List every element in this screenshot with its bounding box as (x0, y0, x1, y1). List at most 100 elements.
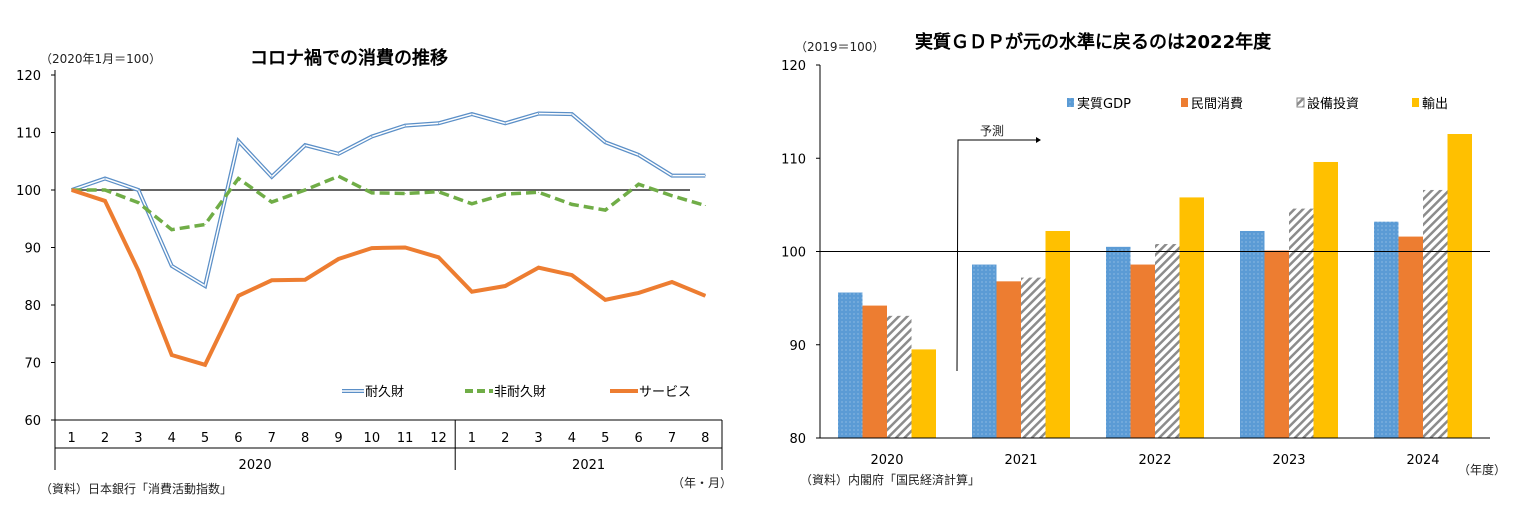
data-point (538, 113, 540, 115)
data-point (304, 144, 306, 146)
data-point (371, 136, 373, 138)
data-point (638, 154, 640, 156)
bar-実質GDP (1106, 246, 1131, 438)
data-point (371, 192, 373, 194)
data-point (471, 203, 473, 205)
data-point (471, 291, 473, 293)
data-point (104, 178, 106, 179)
month-label: 7 (268, 431, 276, 446)
data-point (237, 178, 239, 179)
data-point (337, 153, 339, 155)
y-tick-label: 80 (24, 299, 41, 314)
left-xlabel: （年・月） (672, 476, 733, 490)
y-tick-label: 80 (789, 432, 806, 447)
y-tick-label: 90 (24, 242, 41, 257)
bar-民間消費 (1398, 236, 1423, 438)
data-point (671, 195, 673, 197)
y-tick-label: 120 (781, 59, 806, 74)
y-tick-label: 60 (24, 414, 41, 429)
bar-設備投資 (1289, 208, 1314, 438)
data-point (638, 292, 640, 294)
series-line-inner-0 (71, 112, 706, 288)
category-label: 2020 (870, 453, 903, 468)
y-tick-label: 70 (24, 357, 41, 372)
bar-設備投資 (1021, 277, 1046, 438)
data-point (504, 193, 506, 195)
category-label: 2022 (1138, 453, 1171, 468)
data-point (371, 247, 373, 249)
bar-設備投資 (887, 315, 912, 438)
forecast-arrow (956, 139, 1036, 372)
data-point (337, 175, 339, 177)
right-source: （資料）内閣府「国民経済計算」 (800, 473, 981, 487)
bar-設備投資 (1155, 244, 1180, 438)
data-point (104, 200, 106, 202)
month-label: 6 (634, 431, 642, 446)
y-tick-label: 120 (16, 69, 41, 84)
bar-実質GDP (972, 264, 997, 438)
data-point (404, 125, 406, 127)
left-chart-title: コロナ禍での消費の推移 (250, 48, 448, 69)
month-label: 12 (430, 431, 447, 446)
bar-輸出 (911, 349, 936, 438)
data-point (571, 113, 573, 115)
legend-label: 耐久財 (365, 385, 404, 400)
data-point (704, 295, 706, 297)
data-point (137, 189, 139, 191)
month-label: 6 (234, 431, 242, 446)
data-point (504, 122, 506, 124)
category-label: 2024 (1406, 453, 1439, 468)
series-line-2 (71, 188, 707, 368)
left-source: （資料）日本銀行「消費活動指数」 (40, 482, 233, 496)
bar-輸出 (1447, 134, 1472, 438)
legend-label: 輸出 (1422, 97, 1448, 112)
bar-民間消費 (862, 305, 887, 438)
month-label: 3 (134, 431, 142, 446)
month-label: 1 (68, 431, 76, 446)
data-point (504, 285, 506, 287)
bar-輸出 (1313, 161, 1338, 439)
data-point (438, 122, 440, 124)
legend-swatch (1296, 97, 1305, 108)
legend-label: 設備投資 (1307, 96, 1359, 112)
data-point (571, 274, 573, 276)
bar-実質GDP (1374, 221, 1399, 438)
legend-label: 非耐久財 (494, 385, 546, 400)
month-label: 1 (468, 431, 476, 446)
bar-輸出 (1179, 197, 1204, 438)
series-line-1 (71, 174, 706, 232)
year-label: 2021 (572, 458, 605, 473)
bar-輸出 (1045, 230, 1070, 438)
data-point (304, 279, 306, 281)
data-point (271, 176, 273, 178)
data-point (204, 364, 206, 366)
legend-label: 民間消費 (1191, 97, 1243, 112)
data-point (404, 247, 406, 248)
data-point (71, 189, 73, 191)
data-point (704, 205, 706, 207)
data-point (604, 299, 606, 301)
forecast-label: 予測 (980, 124, 1005, 138)
bar-民間消費 (1130, 264, 1155, 438)
data-point (104, 189, 106, 191)
data-point (571, 203, 573, 205)
data-point (438, 256, 440, 258)
y-tick-label: 90 (789, 339, 806, 354)
month-label: 8 (701, 431, 709, 446)
data-point (237, 140, 239, 142)
data-point (604, 141, 606, 143)
data-point (171, 265, 173, 267)
month-label: 11 (397, 431, 414, 446)
data-point (538, 267, 540, 269)
legend-label: サービス (639, 385, 691, 400)
data-point (137, 270, 139, 271)
data-point (471, 113, 473, 115)
data-point (704, 175, 706, 177)
legend-swatch (1181, 98, 1188, 107)
right-xlabel: （年度） (1458, 463, 1507, 477)
arrow-head-icon (1036, 137, 1041, 143)
data-point (438, 191, 440, 193)
data-point (204, 224, 206, 225)
month-label: 7 (668, 431, 676, 446)
